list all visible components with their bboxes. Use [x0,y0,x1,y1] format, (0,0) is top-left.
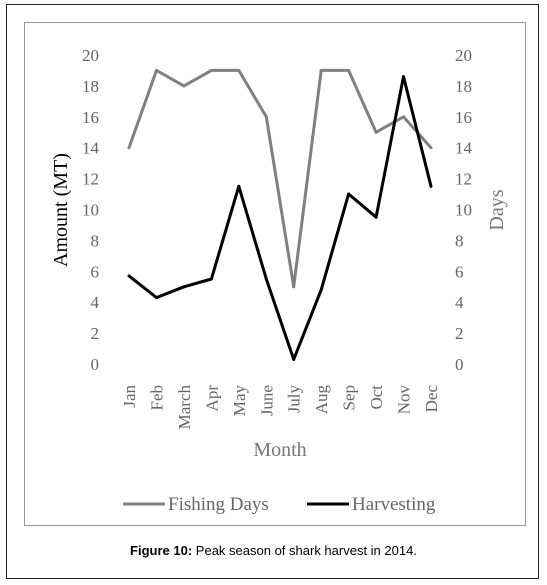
data-point [319,68,323,72]
y2-tick-label: 8 [455,231,464,250]
x-tick-label: Nov [395,385,414,415]
y-tick-label: 12 [82,170,99,189]
data-point [402,115,406,119]
data-point [182,84,186,88]
data-point [237,68,241,72]
data-point [347,192,351,196]
data-point [429,184,433,188]
figure-caption: Figure 10: Peak season of shark harvest … [0,543,547,558]
data-point [209,277,213,281]
y-tick-label: 14 [82,139,100,158]
y-tick-label: 0 [91,355,100,374]
y2-tick-label: 0 [455,355,464,374]
x-tick-label: May [230,385,249,417]
y-tick-label: 16 [82,108,99,127]
data-point [402,75,406,79]
data-point [347,68,351,72]
data-point [264,115,268,119]
y2-tick-label: 18 [455,77,472,96]
data-point [292,357,296,361]
data-point [127,274,131,278]
data-point [209,68,213,72]
x-tick-label: Sep [340,385,359,411]
x-tick-label: Jan [120,385,139,408]
x-tick-label: March [175,385,194,430]
y2-tick-label: 2 [455,324,464,343]
series-line-fishing-days [127,68,433,289]
y2-tick-label: 10 [455,201,472,220]
y2-tick-label: 20 [455,46,472,65]
x-tick-label: July [285,385,304,414]
y-tick-label: 18 [82,77,99,96]
data-point [154,296,158,300]
line-chart: 0 2 4 6 8 10 12 14 16 18 20 0 2 4 6 8 10 12 14 16 18 20 Jan Feb… [50,46,508,515]
x-tick-label: Feb [147,385,166,411]
y-tick-label: 8 [91,231,100,250]
y-tick-label: 20 [82,46,99,65]
y2-tick-label: 6 [455,262,464,281]
y2-tick-label: 16 [455,108,472,127]
x-tick-label: June [257,385,276,416]
x-tick-label: Dec [422,385,441,413]
data-point [182,285,186,289]
data-point [154,68,158,72]
y-tick-label: 4 [91,293,100,312]
figure-frame: 0 2 4 6 8 10 12 14 16 18 20 0 2 4 6 8 10 12 14 16 18 20 Jan Feb… [6,4,539,579]
legend-label: Harvesting [352,494,436,515]
data-point [264,277,268,281]
y2-tick-label: 14 [455,139,473,158]
y2-tick-label: 4 [455,293,464,312]
y2-axis-title: Days [486,189,508,230]
data-point [429,146,433,150]
data-point [374,130,378,134]
y2-tick-label: 12 [455,170,472,189]
x-tick-label: Apr [202,385,221,412]
series-line-harvesting [128,75,433,361]
x-tick-label: Aug [312,385,331,415]
data-point [127,146,131,150]
data-point [374,215,378,219]
legend-label: Fishing Days [168,494,269,515]
data-point [292,285,296,289]
caption-text: Peak season of shark harvest in 2014. [195,543,417,558]
x-axis-title: Month [253,439,306,461]
x-tick-label: Oct [367,385,386,410]
chart-area: 0 2 4 6 8 10 12 14 16 18 20 0 2 4 6 8 10 12 14 16 18 20 Jan Feb… [24,22,526,526]
y-tick-label: 6 [91,262,100,281]
y-tick-label: 10 [82,201,99,220]
y-axis-title: Amount (MT) [50,153,72,267]
data-point [237,184,241,188]
data-point [319,288,323,292]
y-tick-label: 2 [91,324,100,343]
caption-label: Figure 10: [130,543,193,558]
